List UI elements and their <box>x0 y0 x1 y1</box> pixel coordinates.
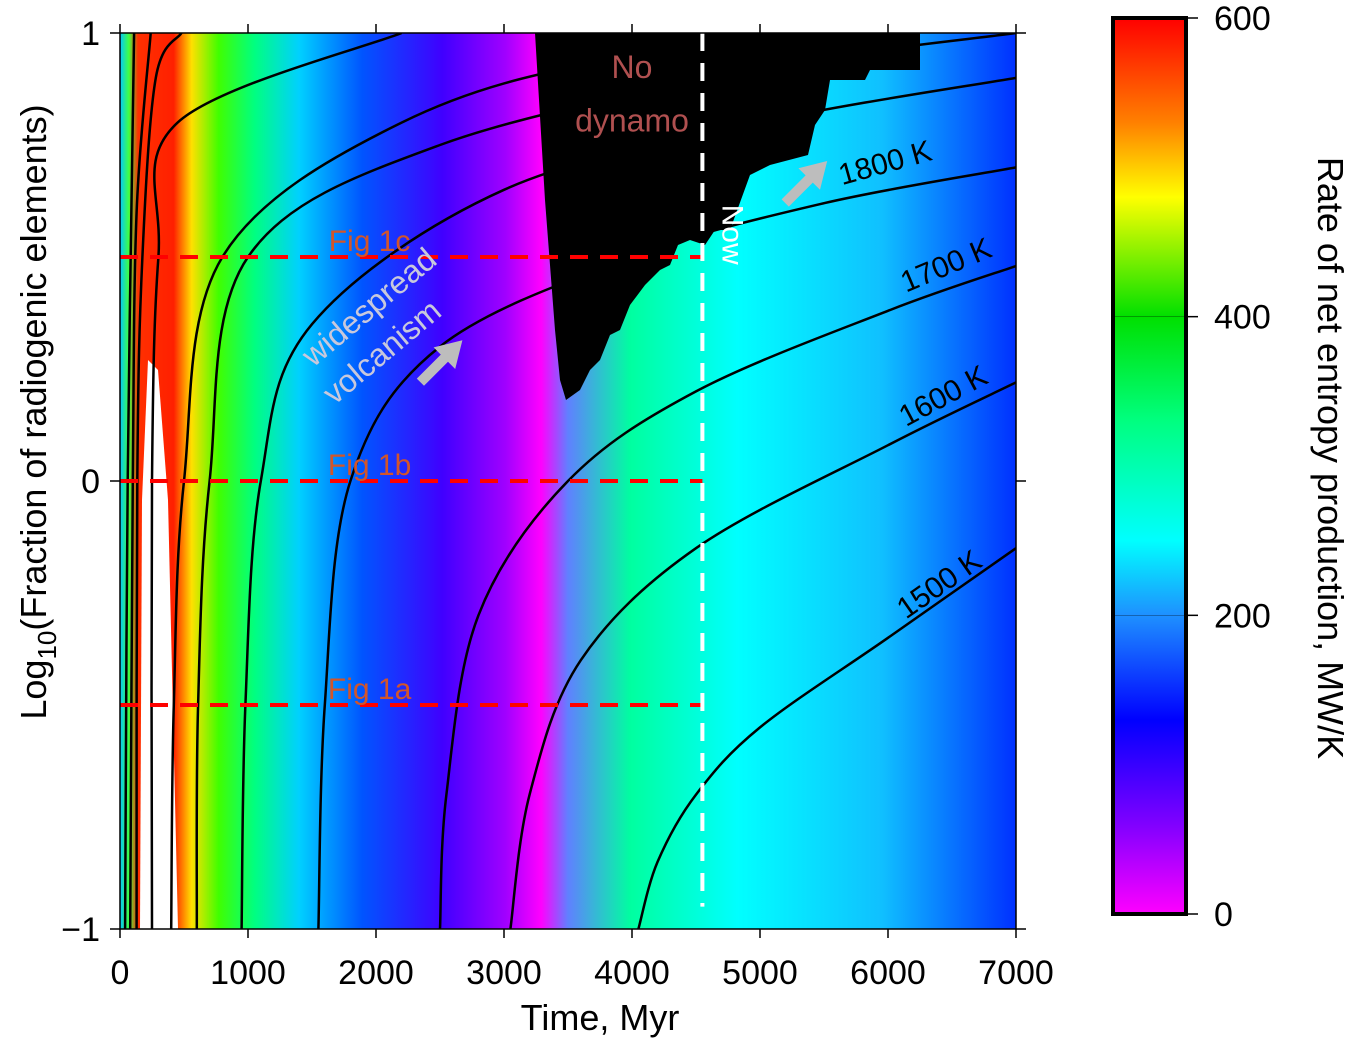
now-line-group: Now <box>700 33 748 907</box>
colorbar-tick-label: 0 <box>1214 896 1233 934</box>
annotation-text: No <box>612 49 653 85</box>
colorbar-tick-label: 600 <box>1214 0 1271 38</box>
reference-line-label: Fig 1a <box>328 673 412 706</box>
reference-lines: Fig 1c Fig 1b Fig 1a <box>120 225 703 707</box>
x-tick-label: 7000 <box>978 954 1054 992</box>
x-tick-label: 3000 <box>466 954 542 992</box>
x-axis: 0 1000 2000 3000 4000 5000 6000 7000 <box>111 24 1054 992</box>
no-dynamo-region <box>535 33 920 400</box>
volcanism-arrow <box>416 340 463 386</box>
x-tick-label: 5000 <box>722 954 798 992</box>
x-tick-label: 0 <box>111 954 130 992</box>
y-tick-label: 0 <box>81 463 100 501</box>
contour-line <box>150 33 403 929</box>
colorbar-tick-label: 400 <box>1214 299 1271 337</box>
y-axis-title: Log10(Fraction of radiogenic elements) <box>13 104 62 719</box>
x-axis-title: Time, Myr <box>521 997 680 1038</box>
y-axis: −1 0 1 <box>61 15 1026 949</box>
colorbar-tick-label: 200 <box>1214 597 1271 635</box>
contour-line <box>509 381 1016 929</box>
contour-line <box>438 264 1016 929</box>
colorbar-ticks: 0 200 400 600 <box>1113 0 1271 934</box>
white-high-region <box>140 360 178 929</box>
x-tick-label: 6000 <box>850 954 926 992</box>
y-tick-label: 1 <box>81 15 100 53</box>
colorbar: 0 200 400 600 Rate of net entropy productio… <box>1111 0 1351 934</box>
annotation-text: dynamo <box>575 103 689 139</box>
contour-line <box>637 547 1016 929</box>
shift-arrow <box>781 161 828 207</box>
colorbar-box <box>1111 16 1188 916</box>
contour-line <box>195 33 1016 929</box>
colorbar-title: Rate of net entropy production, MW/K <box>1310 157 1351 759</box>
contour-line <box>128 33 152 929</box>
x-tick-label: 1000 <box>210 954 286 992</box>
y-tick-label: −1 <box>61 911 100 949</box>
x-tick-label: 4000 <box>594 954 670 992</box>
reference-line-label: Fig 1c <box>329 225 411 258</box>
contour-line <box>169 33 811 929</box>
contour-line <box>135 33 183 929</box>
x-tick-label: 2000 <box>338 954 414 992</box>
reference-line-label: Fig 1b <box>328 449 411 482</box>
now-label: Now <box>715 205 748 265</box>
arrows <box>416 161 828 386</box>
